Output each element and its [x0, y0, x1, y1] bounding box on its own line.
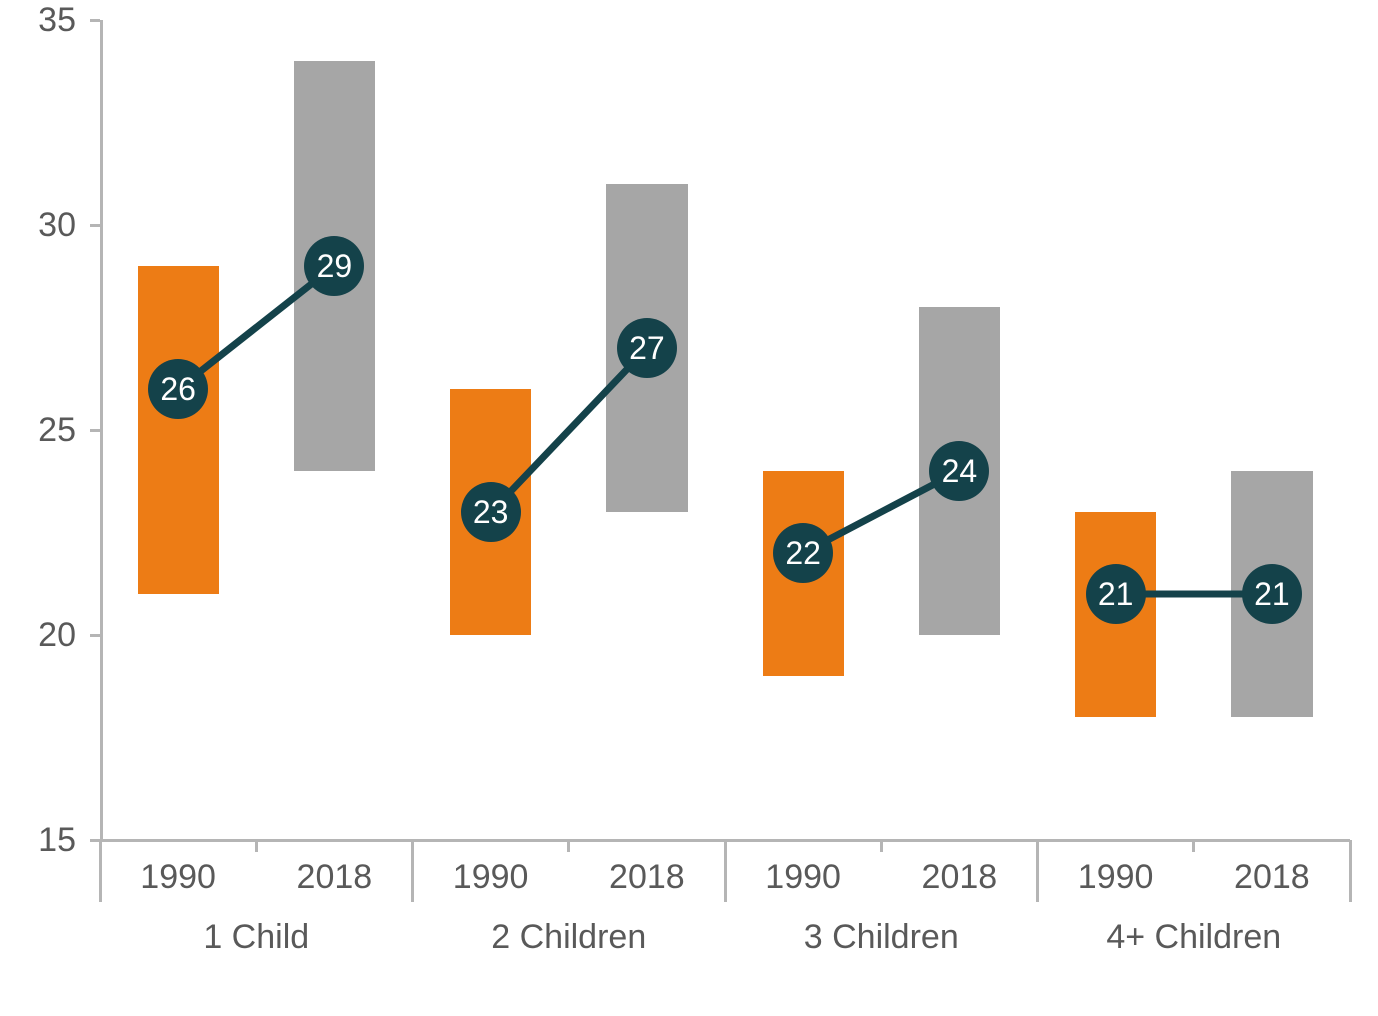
data-marker-value: 29 [317, 248, 353, 285]
x-year-label: 1990 [100, 858, 256, 897]
y-tick-label: 35 [0, 1, 76, 40]
y-tick [90, 19, 100, 22]
range-bar [138, 266, 219, 594]
x-subtick [1192, 840, 1195, 852]
x-subtick [880, 840, 883, 852]
data-marker-value: 27 [629, 330, 665, 367]
data-marker-value: 23 [473, 494, 509, 531]
x-year-label: 2018 [256, 858, 412, 897]
x-group-label: 4+ Children [1038, 918, 1351, 957]
y-tick [90, 634, 100, 637]
y-tick-label: 30 [0, 206, 76, 245]
y-tick-label: 15 [0, 821, 76, 860]
data-marker: 22 [773, 523, 833, 583]
x-group-label: 1 Child [100, 918, 413, 957]
data-marker-value: 22 [785, 535, 821, 572]
x-group-label: 3 Children [725, 918, 1038, 957]
data-marker: 27 [617, 318, 677, 378]
x-year-label: 1990 [725, 858, 881, 897]
y-tick [90, 429, 100, 432]
y-axis [100, 20, 103, 840]
y-tick [90, 224, 100, 227]
data-marker: 21 [1086, 564, 1146, 624]
floating-bar-chart: 15202530351 Child1990262018292 Children1… [0, 0, 1378, 1016]
x-year-label: 2018 [569, 858, 725, 897]
x-subtick [255, 840, 258, 852]
y-tick-label: 25 [0, 411, 76, 450]
data-marker-value: 26 [160, 371, 196, 408]
x-year-label: 1990 [1038, 858, 1194, 897]
x-year-label: 2018 [881, 858, 1037, 897]
data-marker: 29 [304, 236, 364, 296]
data-marker-value: 24 [942, 453, 978, 490]
data-marker-value: 21 [1098, 576, 1134, 613]
data-marker: 21 [1242, 564, 1302, 624]
data-marker-value: 21 [1254, 576, 1290, 613]
data-marker: 24 [929, 441, 989, 501]
x-year-label: 2018 [1194, 858, 1350, 897]
data-marker: 26 [148, 359, 208, 419]
y-tick-label: 20 [0, 616, 76, 655]
x-subtick [567, 840, 570, 852]
x-year-label: 1990 [413, 858, 569, 897]
x-group-label: 2 Children [413, 918, 726, 957]
data-marker: 23 [461, 482, 521, 542]
